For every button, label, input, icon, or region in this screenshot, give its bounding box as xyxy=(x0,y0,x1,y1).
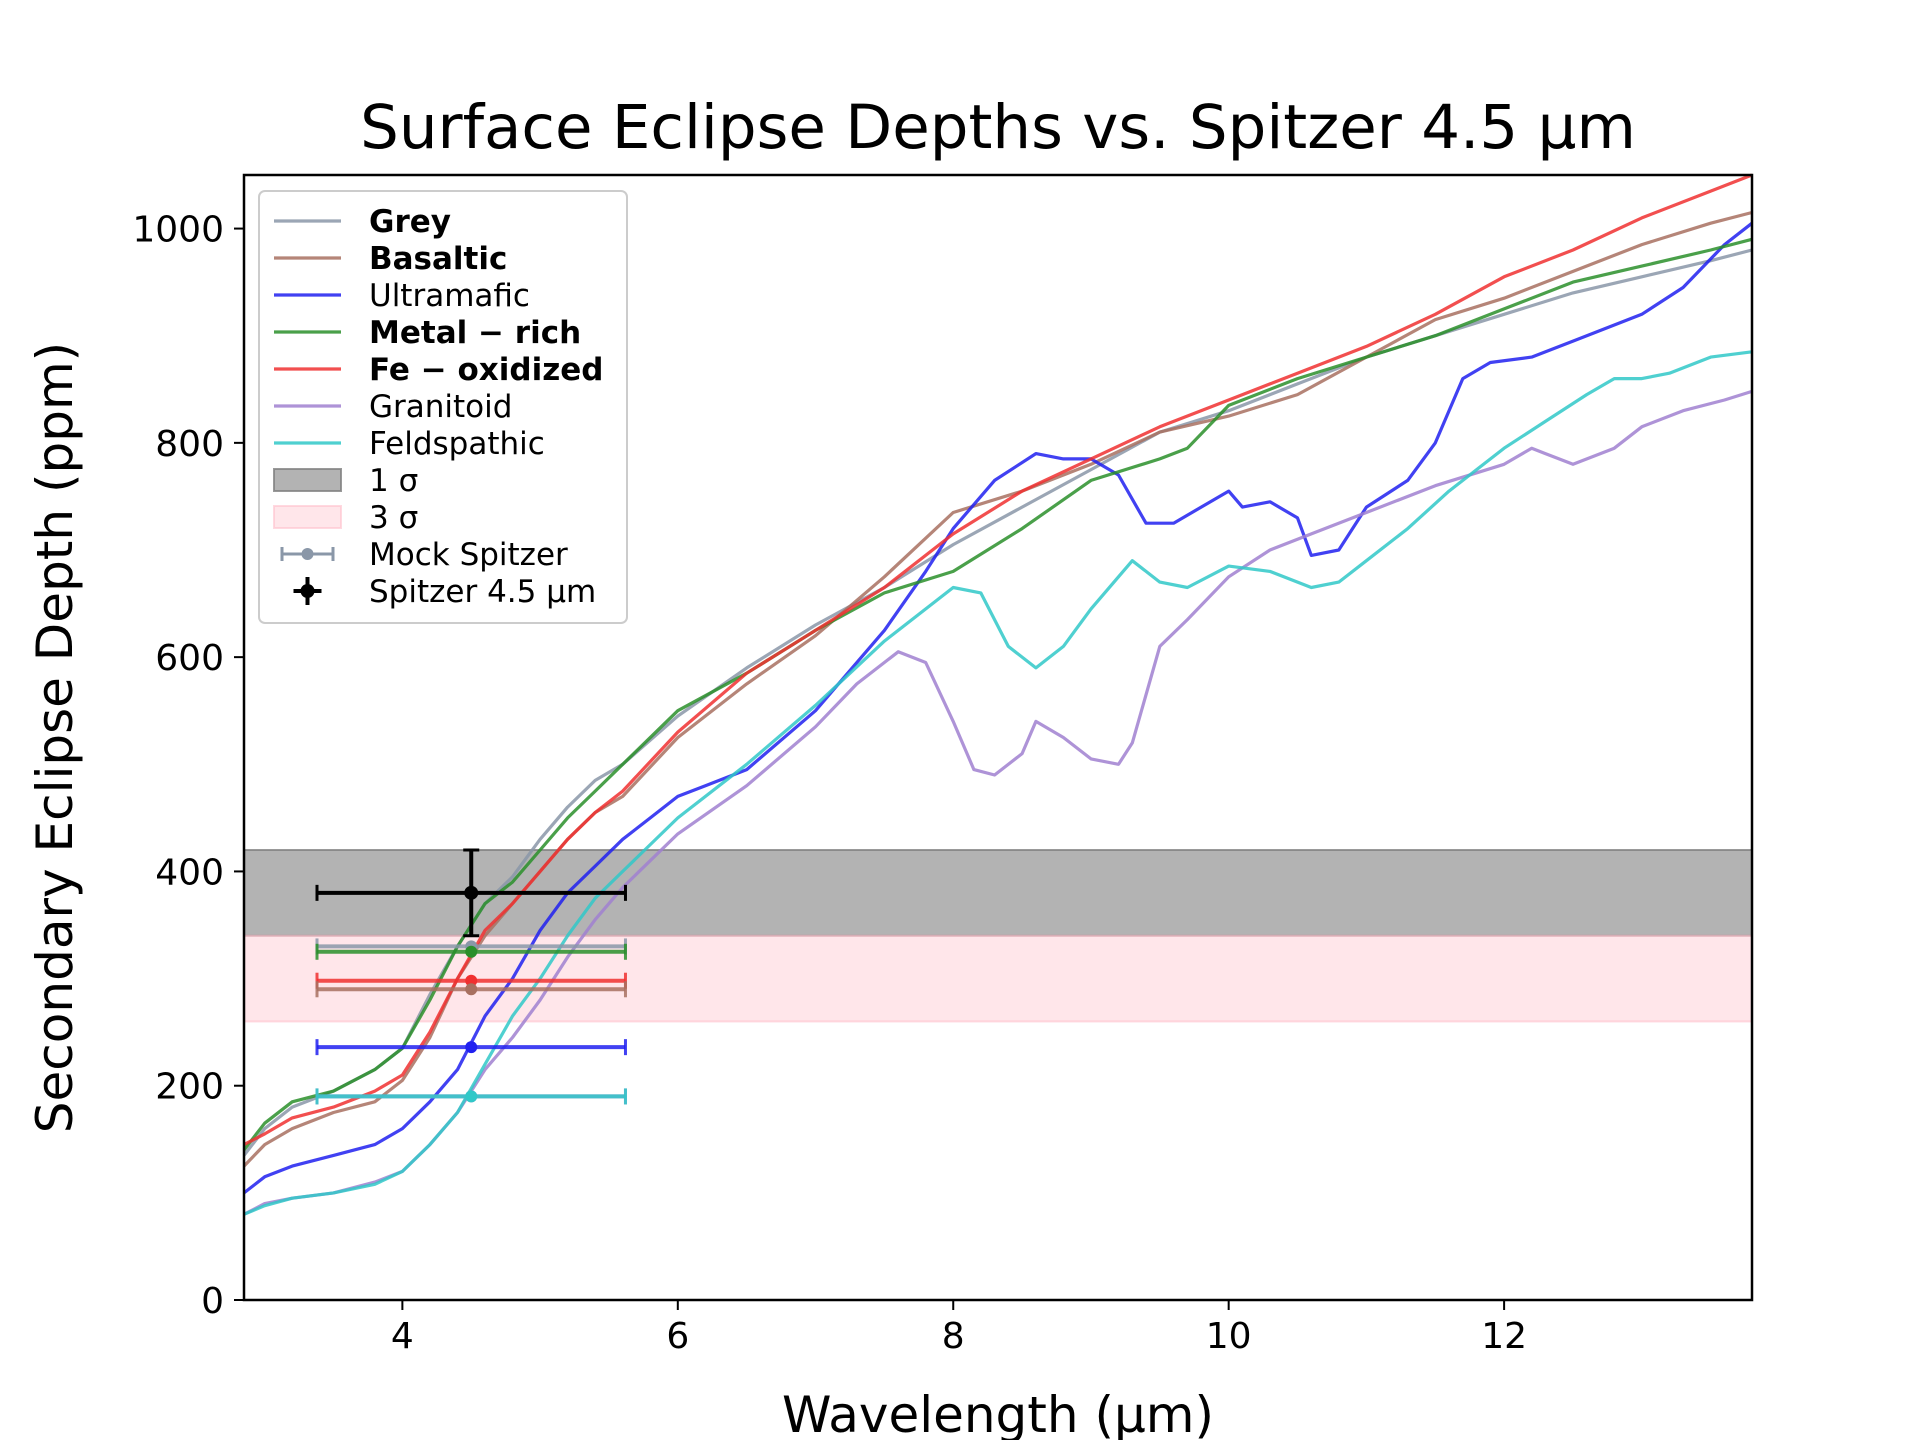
legend-label-metal-rich: Metal − rich xyxy=(369,315,581,351)
legend-label-band-0: 1 σ xyxy=(369,463,418,499)
mock-spitzer-point-metal-rich xyxy=(315,943,627,960)
mock-spitzer-point-feldspathic xyxy=(315,1088,627,1105)
legend-obs-marker xyxy=(300,584,315,598)
series-line-fe-oxidized xyxy=(243,173,1753,1147)
y-tick-label: 400 xyxy=(155,852,224,893)
mock-point-marker xyxy=(465,983,478,996)
x-tick-label: 10 xyxy=(1206,1316,1252,1357)
x-tick-label: 12 xyxy=(1481,1316,1527,1357)
legend-label-band-1: 3 σ xyxy=(369,500,418,536)
plot-frame xyxy=(242,173,1754,1302)
legend-swatch-mock-spitzer xyxy=(280,547,335,561)
y-axis-label: Secondary Eclipse Depth (ppm) xyxy=(26,342,84,1133)
series-line-feldspathic xyxy=(243,350,1753,1216)
legend-label-fe-oxidized: Fe − oxidized xyxy=(369,352,604,388)
spitzer-error-bars xyxy=(315,848,627,1105)
legend-label-basaltic: Basaltic xyxy=(369,241,507,277)
mock-spitzer-point-ultramafic xyxy=(315,1039,627,1056)
x-axis-ticks: 4 6 8 10 12 xyxy=(391,1300,1527,1357)
y-tick-label: 800 xyxy=(155,424,224,465)
x-axis-label: Wavelength (μm) xyxy=(782,1386,1214,1440)
legend-mock-marker xyxy=(301,548,314,560)
legend-label-feldspathic: Feldspathic xyxy=(369,426,545,462)
legend-swatch-band-0 xyxy=(273,468,342,492)
y-tick-label: 600 xyxy=(155,638,224,679)
legend-label-mock-spitzer: Mock Spitzer xyxy=(369,537,568,573)
mock-point-marker xyxy=(465,1090,478,1103)
legend-label-granitoid: Granitoid xyxy=(369,389,512,425)
x-tick-label: 4 xyxy=(391,1316,414,1357)
mock-point-marker xyxy=(465,1041,478,1054)
x-tick-label: 6 xyxy=(666,1316,689,1357)
legend-label-ultramafic: Ultramafic xyxy=(369,278,530,314)
y-tick-label: 200 xyxy=(155,1067,224,1108)
y-tick-label: 1000 xyxy=(132,210,224,251)
x-tick-label: 8 xyxy=(942,1316,965,1357)
legend-label-spitzer-observed: Spitzer 4.5 μm xyxy=(369,574,596,610)
spitzer-observed-point xyxy=(315,848,627,938)
y-axis-ticks: 0 200 400 600 800 1000 xyxy=(132,210,244,1322)
mock-point-marker xyxy=(465,974,478,987)
legend-swatch-band-1 xyxy=(273,505,342,529)
mock-point-marker xyxy=(465,945,478,958)
legend-label-grey: Grey xyxy=(369,204,451,240)
legend-swatch-spitzer-observed xyxy=(293,577,322,605)
chart-title: Surface Eclipse Depths vs. Spitzer 4.5 μ… xyxy=(360,92,1636,163)
mock-spitzer-point-basaltic xyxy=(315,981,627,998)
series-line-basaltic xyxy=(242,210,1753,1168)
legend-box xyxy=(258,190,628,624)
observed-point-marker xyxy=(464,885,479,900)
y-tick-label: 0 xyxy=(201,1281,224,1322)
